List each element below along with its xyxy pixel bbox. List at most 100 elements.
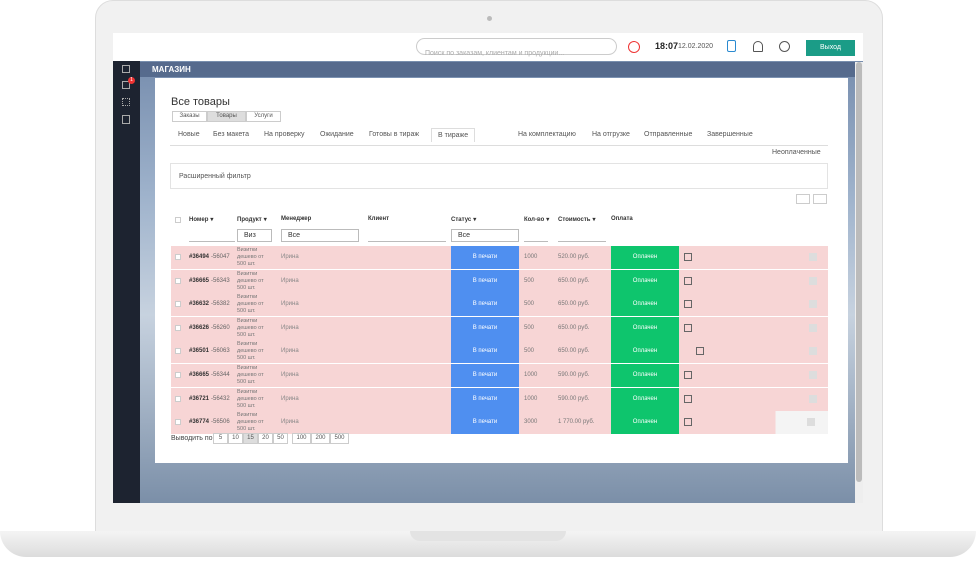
status[interactable]: В печати bbox=[451, 387, 519, 411]
status[interactable]: В печати bbox=[451, 246, 519, 269]
sort-arrow[interactable]: ▾ bbox=[473, 217, 477, 223]
status-tab[interactable]: Без макета bbox=[213, 131, 250, 138]
qr-icon[interactable] bbox=[684, 253, 692, 261]
delete-button[interactable] bbox=[809, 276, 817, 285]
product: Визитки дешево от 500 шт. bbox=[237, 341, 264, 362]
row-checkbox[interactable] bbox=[175, 254, 181, 260]
settings-button[interactable] bbox=[813, 194, 827, 204]
status[interactable]: В печати bbox=[451, 269, 519, 293]
page-size[interactable]: 500 bbox=[330, 433, 349, 444]
filter-select[interactable]: Все bbox=[451, 229, 519, 242]
page-size[interactable]: 20 bbox=[258, 433, 273, 444]
order-number[interactable]: #36626 bbox=[189, 324, 210, 331]
payment[interactable]: Оплачен bbox=[611, 340, 679, 364]
status-tab[interactable]: Отправленные bbox=[644, 131, 693, 138]
qr-icon[interactable] bbox=[684, 300, 692, 309]
order-number[interactable]: #36665 bbox=[189, 277, 210, 284]
payment[interactable]: Оплачен bbox=[611, 293, 679, 317]
status[interactable]: В печати bbox=[451, 364, 519, 387]
nav-icon[interactable] bbox=[122, 65, 130, 73]
row-checkbox[interactable] bbox=[175, 372, 181, 378]
scroll-thumb[interactable] bbox=[856, 62, 862, 482]
status[interactable]: В печати bbox=[451, 316, 519, 340]
order-number[interactable]: #36494 bbox=[189, 254, 210, 260]
row-checkbox[interactable] bbox=[175, 324, 181, 331]
delete-button[interactable] bbox=[809, 394, 817, 403]
order-number[interactable]: #36774 bbox=[189, 419, 210, 426]
payment[interactable]: Оплачен bbox=[611, 411, 679, 435]
order-number[interactable]: #36665 bbox=[189, 372, 210, 378]
sort-arrow[interactable]: ▾ bbox=[210, 217, 214, 223]
type-tab[interactable]: Услуги bbox=[246, 111, 281, 122]
delete-button[interactable] bbox=[809, 347, 817, 356]
status-tab[interactable]: На комплектацию bbox=[518, 131, 576, 138]
qr-icon[interactable] bbox=[684, 394, 692, 403]
qr-icon[interactable] bbox=[684, 276, 692, 285]
calc-icon[interactable] bbox=[727, 40, 736, 52]
qr-icon[interactable] bbox=[684, 418, 692, 427]
payment[interactable]: Оплачен bbox=[611, 364, 679, 387]
status-tab[interactable]: Неоплаченные bbox=[772, 149, 821, 156]
column-header[interactable]: Номер ▾ bbox=[189, 217, 214, 223]
nav-icon[interactable] bbox=[122, 98, 130, 106]
view-button[interactable] bbox=[796, 194, 810, 204]
order-number[interactable]: #36501 bbox=[189, 348, 210, 355]
order-number[interactable]: #36632 bbox=[189, 301, 210, 308]
page-size[interactable]: 5 bbox=[213, 433, 228, 444]
page-size[interactable]: 50 bbox=[273, 433, 288, 444]
search-input[interactable]: Поиск по заказам, клиентам и продукции..… bbox=[416, 38, 617, 57]
status[interactable]: В печати bbox=[451, 293, 519, 317]
qr-icon[interactable] bbox=[696, 347, 704, 356]
type-tab[interactable]: Заказы bbox=[172, 111, 207, 122]
page-size[interactable]: 100 bbox=[292, 433, 311, 444]
sort-arrow[interactable]: ▾ bbox=[263, 217, 267, 223]
page-size[interactable]: 15 bbox=[243, 433, 258, 444]
delete-button[interactable] bbox=[809, 253, 817, 261]
page-size[interactable]: 10 bbox=[228, 433, 243, 444]
status-tab[interactable]: На проверку bbox=[264, 131, 305, 138]
delete-button[interactable] bbox=[809, 300, 817, 309]
payment[interactable]: Оплачен bbox=[611, 246, 679, 269]
status-tab[interactable]: Ожидание bbox=[320, 131, 354, 138]
type-tab[interactable]: Товары bbox=[207, 111, 246, 122]
sort-arrow[interactable]: ▾ bbox=[546, 217, 550, 223]
order-number[interactable]: #36721 bbox=[189, 395, 210, 402]
row-checkbox[interactable] bbox=[175, 301, 181, 308]
column-header[interactable]: Стоимость ▾ bbox=[558, 217, 596, 223]
logout-button[interactable]: Выход bbox=[806, 40, 855, 56]
status-tab[interactable]: Завершенные bbox=[707, 131, 753, 138]
column-header[interactable]: Продукт ▾ bbox=[237, 217, 267, 223]
status-tab[interactable]: Готовы в тираж bbox=[369, 131, 420, 138]
qr-icon[interactable] bbox=[684, 371, 692, 379]
user-icon[interactable] bbox=[779, 41, 790, 52]
payment[interactable]: Оплачен bbox=[611, 269, 679, 293]
page-size[interactable]: 200 bbox=[311, 433, 330, 444]
sort-arrow[interactable]: ▾ bbox=[592, 217, 596, 223]
filter-select[interactable]: Виз bbox=[237, 229, 272, 242]
column-header[interactable]: Статус ▾ bbox=[451, 217, 477, 223]
nav-icon[interactable] bbox=[122, 81, 130, 89]
status[interactable]: В печати bbox=[451, 340, 519, 364]
cost: 650.00 руб. bbox=[558, 324, 590, 331]
payment[interactable]: Оплачен bbox=[611, 387, 679, 411]
row-checkbox[interactable] bbox=[175, 395, 181, 402]
row-checkbox[interactable] bbox=[175, 348, 181, 355]
manager: Ирина bbox=[281, 254, 299, 260]
status-tab[interactable]: В тираже bbox=[431, 128, 476, 142]
status-tab[interactable]: На отгрузке bbox=[592, 131, 630, 138]
row-checkbox[interactable] bbox=[175, 277, 181, 284]
delete-button[interactable] bbox=[807, 418, 815, 427]
delete-button[interactable] bbox=[809, 371, 817, 379]
filter-select[interactable]: Все bbox=[281, 229, 359, 242]
nav-icon[interactable] bbox=[122, 115, 130, 124]
bell-icon[interactable] bbox=[753, 41, 763, 52]
column-header[interactable]: Кол-во ▾ bbox=[524, 217, 550, 223]
filter-box[interactable]: Расширенный фильтр bbox=[170, 163, 828, 189]
status-tab[interactable]: Новые bbox=[178, 131, 200, 138]
status[interactable]: В печати bbox=[451, 411, 519, 435]
mood-icon[interactable] bbox=[628, 41, 640, 53]
row-checkbox[interactable] bbox=[175, 419, 181, 426]
qr-icon[interactable] bbox=[684, 323, 692, 332]
payment[interactable]: Оплачен bbox=[611, 316, 679, 340]
delete-button[interactable] bbox=[809, 323, 817, 332]
